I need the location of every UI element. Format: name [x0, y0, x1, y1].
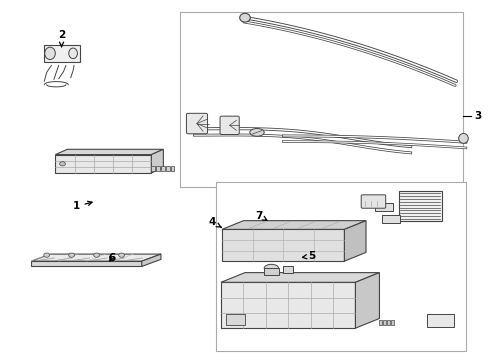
Polygon shape	[344, 221, 366, 261]
Text: 1: 1	[73, 201, 92, 211]
Ellipse shape	[459, 134, 468, 143]
Bar	[166, 166, 170, 171]
Bar	[283, 266, 293, 273]
Ellipse shape	[250, 129, 264, 136]
Ellipse shape	[264, 264, 279, 272]
Bar	[216, 182, 466, 351]
Polygon shape	[221, 273, 379, 282]
Bar	[391, 320, 394, 325]
Bar	[427, 314, 454, 328]
Polygon shape	[31, 261, 142, 266]
FancyBboxPatch shape	[220, 116, 239, 135]
Bar	[382, 215, 400, 223]
Ellipse shape	[69, 48, 77, 59]
FancyBboxPatch shape	[44, 45, 80, 62]
Bar	[375, 203, 393, 211]
FancyBboxPatch shape	[186, 113, 208, 134]
Circle shape	[69, 253, 74, 257]
Ellipse shape	[45, 47, 55, 59]
Polygon shape	[221, 282, 355, 328]
Polygon shape	[31, 254, 161, 261]
Bar	[180, 13, 464, 187]
Bar	[379, 320, 382, 325]
Text: 4: 4	[209, 217, 221, 227]
FancyBboxPatch shape	[361, 195, 386, 208]
Bar	[226, 314, 245, 325]
Bar	[399, 190, 442, 221]
Circle shape	[44, 253, 49, 257]
Bar	[151, 166, 155, 171]
Bar	[387, 320, 390, 325]
Polygon shape	[222, 229, 344, 261]
Bar	[264, 268, 279, 275]
Text: 5: 5	[302, 251, 316, 261]
Polygon shape	[151, 149, 163, 173]
Circle shape	[119, 253, 124, 257]
Bar	[161, 166, 165, 171]
Text: 7: 7	[256, 211, 267, 221]
Circle shape	[60, 162, 65, 166]
Polygon shape	[142, 254, 161, 266]
Text: 3: 3	[474, 112, 482, 121]
Polygon shape	[55, 149, 163, 154]
Polygon shape	[55, 154, 151, 173]
Polygon shape	[355, 273, 379, 328]
Bar	[171, 166, 174, 171]
Circle shape	[94, 253, 99, 257]
Ellipse shape	[240, 13, 250, 22]
Text: 6: 6	[108, 253, 115, 262]
Bar	[383, 320, 386, 325]
Polygon shape	[222, 221, 366, 229]
Text: 2: 2	[58, 30, 65, 46]
Bar	[156, 166, 160, 171]
